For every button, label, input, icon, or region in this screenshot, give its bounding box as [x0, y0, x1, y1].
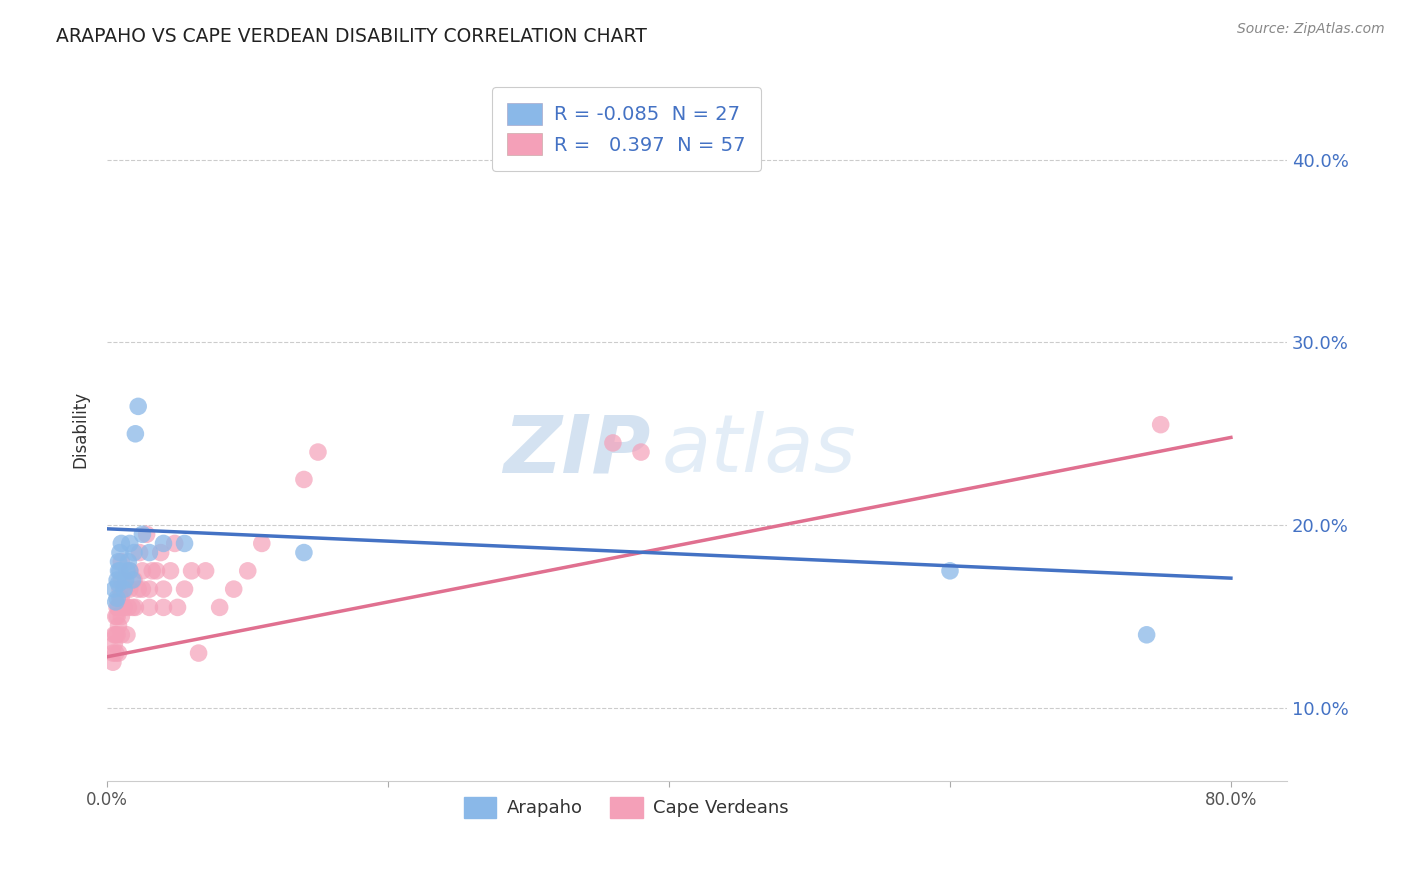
Point: [110, 609, 132, 624]
Point: [110, 591, 132, 606]
Point: [101, 646, 124, 660]
Text: ZIP: ZIP: [502, 411, 650, 490]
Point: [1136, 628, 1159, 642]
Point: [131, 582, 153, 596]
Point: [307, 445, 329, 459]
Point: [152, 582, 174, 596]
Point: [250, 536, 273, 550]
Point: [107, 600, 129, 615]
Point: [104, 609, 127, 624]
Point: [110, 573, 132, 587]
Point: [166, 600, 188, 615]
Point: [107, 646, 129, 660]
Point: [107, 576, 129, 591]
Point: [124, 426, 146, 441]
Point: [107, 618, 129, 632]
Point: [152, 600, 174, 615]
Point: [105, 591, 128, 606]
Point: [138, 582, 160, 596]
Point: [121, 573, 143, 587]
Point: [105, 573, 128, 587]
Point: [1150, 417, 1173, 432]
Point: [138, 545, 160, 559]
Point: [107, 555, 129, 569]
Point: [121, 600, 143, 615]
Point: [104, 646, 127, 660]
Point: [104, 628, 127, 642]
Point: [105, 600, 128, 615]
Point: [630, 445, 652, 459]
Point: [163, 536, 186, 550]
Point: [105, 609, 128, 624]
Point: [110, 555, 132, 569]
Point: [131, 564, 153, 578]
Point: [131, 527, 153, 541]
Point: [101, 655, 124, 669]
Point: [141, 564, 163, 578]
Text: Source: ZipAtlas.com: Source: ZipAtlas.com: [1237, 22, 1385, 37]
Point: [127, 582, 149, 596]
Point: [115, 564, 138, 578]
Point: [108, 591, 131, 606]
Point: [118, 564, 141, 578]
Point: [103, 582, 125, 596]
Point: [149, 545, 172, 559]
Point: [127, 400, 149, 414]
Point: [122, 573, 145, 587]
Point: [208, 600, 231, 615]
Point: [112, 582, 135, 596]
Point: [115, 628, 138, 642]
Point: [222, 582, 245, 596]
Legend: Arapaho, Cape Verdeans: Arapaho, Cape Verdeans: [457, 789, 796, 825]
Point: [187, 646, 209, 660]
Point: [939, 564, 962, 578]
Point: [135, 527, 157, 541]
Point: [124, 600, 146, 615]
Point: [108, 582, 131, 596]
Point: [108, 564, 131, 578]
Point: [173, 582, 195, 596]
Point: [138, 600, 160, 615]
Point: [112, 600, 135, 615]
Point: [118, 582, 141, 596]
Point: [159, 564, 181, 578]
Point: [118, 536, 141, 550]
Point: [105, 628, 128, 642]
Point: [180, 564, 202, 578]
Point: [122, 545, 145, 559]
Point: [103, 628, 125, 642]
Point: [152, 536, 174, 550]
Point: [103, 637, 125, 651]
Point: [194, 564, 217, 578]
Text: atlas: atlas: [662, 411, 856, 490]
Point: [173, 536, 195, 550]
Point: [104, 595, 127, 609]
Point: [145, 564, 167, 578]
Point: [110, 628, 132, 642]
Point: [117, 600, 139, 615]
Point: [117, 555, 139, 569]
Y-axis label: Disability: Disability: [72, 391, 89, 467]
Point: [292, 545, 315, 559]
Point: [236, 564, 259, 578]
Text: ARAPAHO VS CAPE VERDEAN DISABILITY CORRELATION CHART: ARAPAHO VS CAPE VERDEAN DISABILITY CORRE…: [56, 27, 647, 45]
Point: [114, 573, 136, 587]
Point: [107, 564, 129, 578]
Point: [114, 582, 136, 596]
Point: [128, 545, 150, 559]
Point: [108, 545, 131, 559]
Point: [118, 564, 141, 578]
Point: [110, 536, 132, 550]
Point: [602, 436, 624, 450]
Point: [292, 473, 315, 487]
